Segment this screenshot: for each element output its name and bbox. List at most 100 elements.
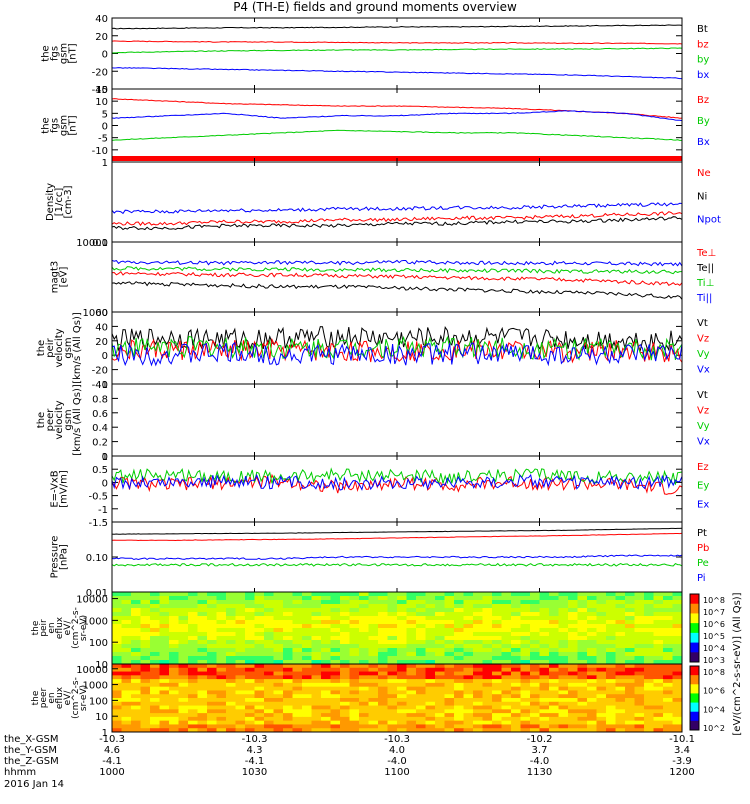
- spectrogram-cell: [530, 644, 540, 649]
- legend-Vy: Vy: [697, 421, 710, 432]
- spectrogram-cell: [530, 671, 540, 676]
- spectrogram-cell: [207, 724, 217, 729]
- series-Pe: [111, 562, 683, 567]
- spectrogram-cell: [368, 604, 379, 609]
- spectrogram-cell: [463, 616, 474, 621]
- spectrogram-cell: [169, 652, 179, 657]
- series-Bt: [111, 24, 683, 30]
- ephemeris-value: -4.1: [245, 756, 265, 767]
- spectrogram-cell: [482, 675, 493, 680]
- spectrogram-cell: [226, 656, 236, 661]
- y-tick-label: 0: [102, 452, 108, 463]
- spectrogram-cell: [340, 716, 350, 722]
- spectrogram-cell: [463, 624, 474, 629]
- spectrogram-cell: [615, 592, 626, 597]
- spectrogram-cell: [416, 624, 426, 629]
- spectrogram-cell: [435, 592, 445, 597]
- spectrogram-cell: [406, 596, 417, 601]
- spectrogram-cell: [292, 724, 303, 729]
- spectrogram-cell: [644, 660, 654, 665]
- spectrogram-cell: [435, 628, 445, 633]
- spectrogram-cell: [492, 608, 502, 613]
- spectrogram-cell: [492, 596, 502, 601]
- series-by: [111, 47, 683, 54]
- spectrogram-cell: [416, 682, 426, 688]
- spectrogram-cell: [397, 648, 407, 653]
- spectrogram-cell: [644, 716, 654, 722]
- spectrogram-cell: [625, 612, 635, 617]
- spectrogram-cell: [283, 690, 293, 695]
- series-Pi: [111, 554, 683, 561]
- spectrogram-cell: [482, 660, 493, 665]
- ephemeris-value: -10.3: [384, 734, 410, 745]
- spectrogram-cell: [150, 604, 160, 609]
- y-axis-label: eV/: [63, 690, 73, 706]
- spectrogram-cell: [492, 660, 502, 665]
- spectrogram-cell: [188, 690, 198, 695]
- spectrogram-cell: [368, 709, 379, 714]
- spectrogram-cell: [340, 624, 350, 629]
- y-axis-label: en: [47, 692, 57, 703]
- spectrogram-cell: [435, 709, 445, 714]
- spectrogram-cell: [568, 705, 578, 710]
- spectrogram-cell: [207, 616, 217, 621]
- spectrogram-cell: [587, 624, 597, 629]
- spectrogram-cell: [511, 709, 521, 714]
- spectrogram-cell: [653, 690, 664, 695]
- spectrogram-cell: [416, 686, 426, 691]
- spectrogram-cell: [520, 596, 531, 601]
- spectrogram-cell: [140, 716, 151, 722]
- spectrogram-cell: [511, 656, 521, 661]
- ephemeris-value: -3.9: [672, 756, 692, 767]
- spectrogram-cell: [406, 690, 417, 695]
- spectrogram-cell: [482, 628, 493, 633]
- spectrogram-cell: [330, 660, 341, 665]
- spectrogram-cell: [596, 628, 607, 633]
- spectrogram-cell: [197, 690, 208, 695]
- spectrogram-cell: [264, 682, 274, 688]
- spectrogram-cell: [558, 596, 569, 601]
- spectrogram-cell: [644, 701, 654, 707]
- spectrogram-cell: [112, 652, 122, 657]
- spectrogram-cell: [264, 664, 274, 669]
- spectrogram-cell: [273, 600, 284, 605]
- spectrogram-cell: [558, 652, 569, 657]
- y-tick-label: 0: [102, 50, 108, 61]
- spectrogram-cell: [340, 600, 350, 605]
- spectrogram-cell: [311, 624, 322, 629]
- spectrogram-cell: [302, 600, 312, 605]
- spectrogram-cell: [131, 705, 141, 710]
- spectrogram-cell: [292, 620, 303, 625]
- spectrogram-cell: [159, 679, 170, 684]
- spectrogram-cell: [197, 620, 208, 625]
- spectrogram-cell: [245, 640, 255, 645]
- spectrogram-cell: [302, 694, 312, 699]
- spectrogram-cell: [425, 671, 436, 676]
- spectrogram-cell: [226, 682, 236, 688]
- legend-Vx: Vx: [697, 365, 710, 376]
- spectrogram-cell: [387, 648, 398, 653]
- spectrogram-cell: [577, 664, 588, 669]
- spectrogram-cell: [606, 636, 616, 641]
- spectrogram-cell: [140, 724, 151, 729]
- spectrogram-cell: [549, 632, 559, 637]
- spectrogram-cell: [150, 667, 160, 673]
- spectrogram-cell: [283, 640, 293, 645]
- spectrogram-cell: [416, 728, 426, 733]
- spectrogram-cell: [197, 716, 208, 722]
- ephemeris-label-0: the_X-GSM: [4, 734, 58, 745]
- spectrogram-cell: [169, 612, 179, 617]
- spectrogram-cell: [606, 690, 616, 695]
- spectrogram-cell: [492, 686, 502, 691]
- spectrogram-cell: [245, 600, 255, 605]
- spectrogram-cell: [425, 713, 436, 718]
- spectrogram-cell: [140, 701, 151, 707]
- spectrogram-cell: [644, 686, 654, 691]
- spectrogram-cell: [501, 596, 512, 601]
- spectrogram-cell: [188, 698, 198, 703]
- spectrogram-cell: [169, 592, 179, 597]
- spectrogram-cell: [273, 675, 284, 680]
- spectrogram-cell: [178, 701, 189, 707]
- spectrogram-cell: [131, 679, 141, 684]
